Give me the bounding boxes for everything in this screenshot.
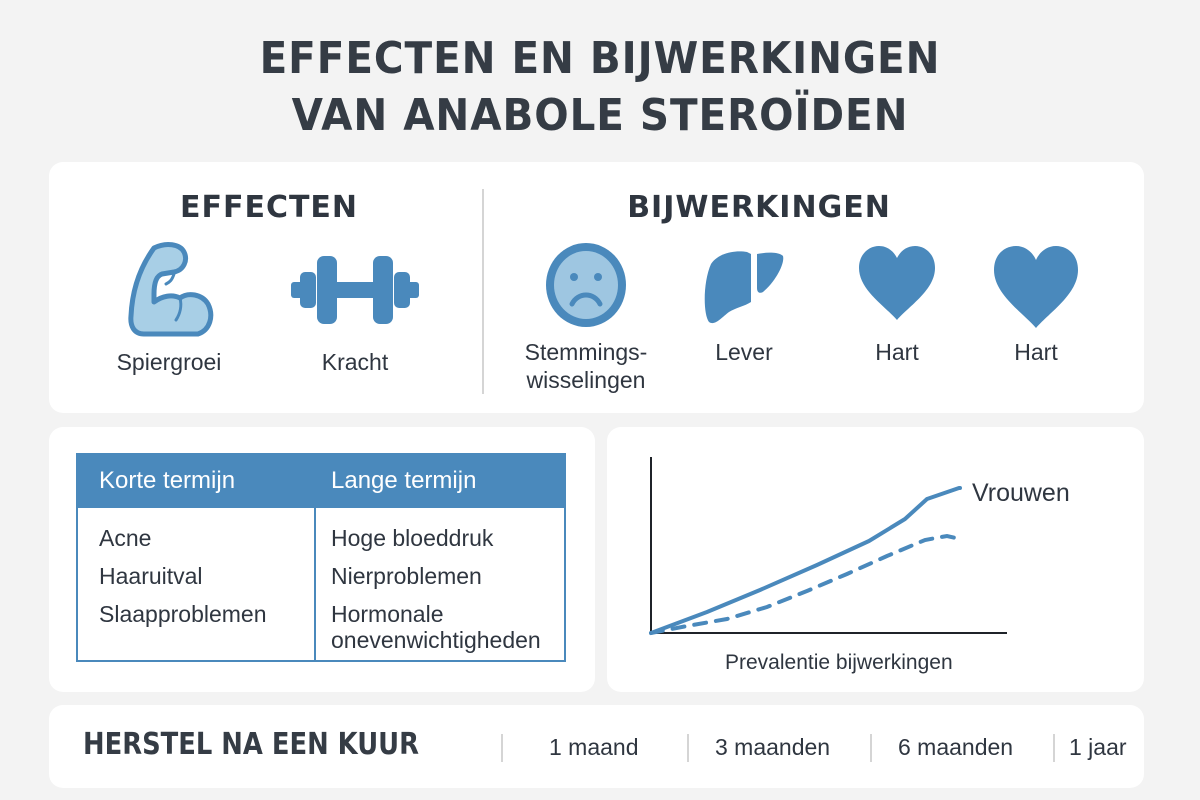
side-effect-label-line-1: Stemmings- [524,339,648,365]
side-effect-label: Hart [875,339,919,365]
side-effect-item-heart-2: Hart [971,242,1101,366]
side-effects-heading: BIJWERKINGEN [627,190,891,225]
effect-item-strength: Kracht [285,240,425,376]
prevalence-line-chart [649,457,1007,635]
effect-label: Kracht [321,349,389,375]
term-table: Korte termijn Lange termijn Acne Haaruit… [76,453,566,662]
timeline-divider [501,734,503,762]
list-item: Hoge bloeddruk [331,525,494,551]
legend-vrouwen: Vrouwen [972,479,1070,507]
timeline-period: 1 maand [549,734,639,760]
header-long-term: Lange termijn [331,467,477,494]
list-item: Slaapproblemen [99,601,267,627]
sad-face-icon [546,243,626,327]
recovery-timeline-card: HERSTEL NA EEN KUUR 1 maand 3 maanden 6 … [49,705,1144,788]
heart-icon [859,246,935,320]
term-table-header: Korte termijn Lange termijn [78,455,564,508]
term-table-card: Korte termijn Lange termijn Acne Haaruit… [49,427,595,692]
effects-heading: EFFECTEN [179,190,359,225]
list-item-line-1: Hormonale [331,601,444,627]
page-title-line-1: EFFECTEN EN BIJWERKINGEN [259,33,941,84]
heart-icon [994,246,1078,328]
side-effect-label-line-2: wisselingen [526,367,646,393]
page-title-line-2: VAN ANABOLE STEROÏDEN [291,90,909,141]
timeline-period: 1 jaar [1069,734,1127,760]
timeline-divider [1053,734,1055,762]
series-dashed-line [649,533,962,635]
series-vrouwen-line [649,486,962,635]
dumbbell-icon [291,256,419,324]
side-effect-item-mood: Stemmings- wisselingen [511,242,661,394]
short-term-list: Acne Haaruitval Slaapproblemen [99,519,267,633]
list-item-line-2: onevenwichtigheden [331,627,541,653]
page-title: EFFECTEN EN BIJWERKINGEN VAN ANABOLE STE… [48,30,1152,144]
header-short-term: Korte termijn [99,467,236,494]
side-effect-label: Hart [1014,339,1058,365]
flexed-bicep-icon [128,242,214,337]
list-item: Haaruitval [99,563,203,589]
list-item: Acne [99,525,152,551]
effects-card: EFFECTEN Spiergroei Kracht BIJWERKINGEN [49,162,1144,413]
list-item: Nierproblemen [331,563,482,589]
side-effect-item-liver: Lever [679,242,809,366]
recovery-heading: HERSTEL NA EEN KUUR [83,727,419,762]
table-column-divider [314,508,316,660]
side-effect-label: Lever [715,339,773,365]
timeline-period: 3 maanden [715,734,831,760]
timeline-divider [870,734,872,762]
long-term-list: Hoge bloeddruk Nierproblemen Hormonale o… [331,519,541,653]
list-item: Hormonale onevenwichtigheden [331,601,541,653]
section-divider [482,189,484,394]
liver-icon [704,251,784,324]
timeline-divider [687,734,689,762]
effect-item-muscle: Spiergroei [109,240,229,376]
side-effect-item-heart-1: Hart [832,242,962,366]
x-axis-label: Prevalentie bijwerkingen [725,651,953,674]
prevalence-chart-card: Vrouwen Prevalentie bijwerkingen [607,427,1144,692]
timeline-period: 6 maanden [898,734,1014,760]
effect-label: Spiergroei [116,349,222,375]
